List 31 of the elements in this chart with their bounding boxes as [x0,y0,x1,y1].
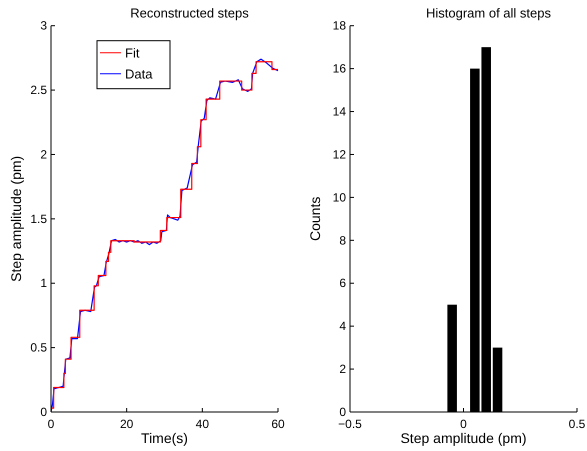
y-tick-label: 4 [339,319,346,334]
y-tick-label: 0.5 [30,340,48,355]
x-tick-label: 40 [196,417,210,431]
y-tick-label: 0 [40,405,48,419]
x-tick-label: 20 [120,417,134,431]
y-axis-title: Counts [307,196,323,242]
y-tick-label: 6 [339,276,346,290]
y-tick-label: 1.5 [30,212,48,226]
x-tick-label: 0 [460,417,468,431]
chart-title: Histogram of all steps [426,6,552,21]
y-tick-label: 0 [339,405,346,419]
y-tick-label: 18 [332,18,346,33]
y-axis-title: Step amplitude (pm) [8,156,24,282]
y-tick-label: 14 [332,104,346,119]
y-tick-label: 8 [339,233,346,248]
x-tick-label: −0.5 [338,417,362,431]
y-tick-label: 3 [40,18,48,33]
y-tick-label: 2 [339,362,346,376]
y-tick-label: 1 [40,276,48,290]
y-tick-label: 2 [40,147,48,162]
y-tick-label: 2.5 [30,83,48,98]
legend-label: Data [125,66,154,82]
x-tick-label: 0.5 [568,417,586,431]
legend-label: Fit [125,46,140,61]
x-tick-label: 60 [271,417,285,431]
chart-title: Reconstructed steps [130,6,250,21]
x-axis-title: Step amplitude (pm) [400,430,527,446]
y-tick-label: 10 [332,190,346,204]
y-tick-label: 12 [332,147,346,162]
y-tick-label: 16 [332,62,346,76]
x-axis-title: Time(s) [141,430,188,446]
